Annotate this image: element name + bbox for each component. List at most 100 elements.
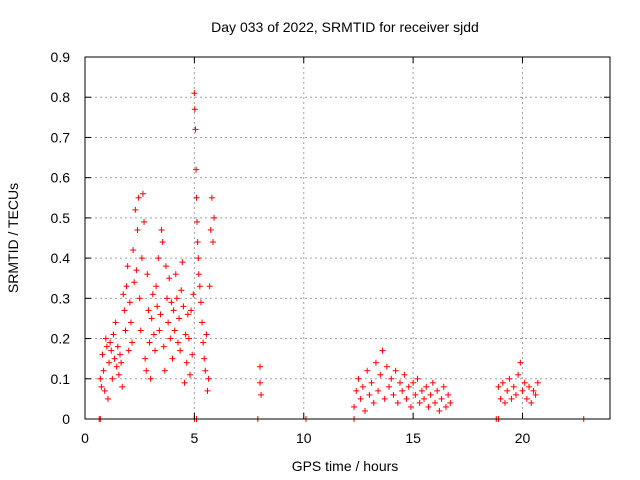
data-point — [109, 375, 116, 382]
data-point — [153, 283, 160, 290]
data-point — [211, 214, 218, 221]
data-point — [427, 391, 434, 398]
data-point — [201, 355, 208, 362]
data-point — [165, 319, 172, 326]
data-point — [351, 403, 358, 410]
data-point — [517, 359, 524, 366]
data-point — [124, 263, 131, 270]
data-point — [442, 403, 449, 410]
data-point — [173, 295, 180, 302]
data-point — [159, 239, 166, 246]
data-point — [206, 283, 213, 290]
data-point — [397, 379, 403, 386]
data-point — [534, 379, 541, 386]
data-point — [166, 275, 173, 282]
data-point — [207, 226, 214, 233]
data-point — [386, 383, 393, 390]
data-point — [375, 387, 382, 394]
data-point — [164, 295, 171, 302]
data-point — [131, 279, 138, 286]
data-point — [179, 259, 186, 266]
grid-lines — [85, 57, 610, 419]
y-tick-label: 0 — [62, 411, 70, 427]
data-point — [191, 90, 198, 97]
data-point — [132, 206, 139, 213]
data-point — [141, 218, 148, 225]
data-point — [194, 218, 200, 225]
data-point — [172, 271, 179, 278]
y-tick-label: 0.5 — [51, 210, 71, 226]
data-point — [113, 363, 120, 370]
data-point — [364, 367, 371, 374]
data-point — [168, 299, 175, 306]
x-tick-label: 5 — [190, 430, 198, 446]
data-point — [129, 339, 136, 346]
data-point — [191, 106, 198, 113]
data-point — [257, 379, 263, 386]
data-point — [103, 343, 110, 350]
data-point — [121, 307, 128, 314]
data-point — [381, 395, 388, 402]
data-point — [162, 263, 169, 270]
x-axis-label: GPS time / hours — [292, 458, 399, 474]
data-point — [530, 387, 537, 394]
data-point — [188, 307, 195, 314]
data-point — [180, 303, 187, 310]
x-tick-label: 15 — [405, 430, 421, 446]
data-point — [169, 355, 176, 362]
data-point — [508, 395, 515, 402]
data-point — [101, 387, 108, 394]
data-point — [167, 335, 174, 342]
data-point — [526, 383, 533, 390]
data-point — [107, 339, 114, 346]
data-point — [125, 347, 132, 354]
data-point — [117, 351, 123, 358]
data-point — [394, 399, 401, 406]
data-point — [257, 363, 263, 370]
data-point — [510, 383, 517, 390]
data-point — [515, 371, 522, 378]
data-point — [429, 379, 436, 386]
data-point — [174, 339, 181, 346]
x-axis-ticks: 0 5 10 15 20 — [81, 57, 530, 446]
y-tick-label: 0.2 — [51, 331, 71, 347]
data-point — [156, 327, 163, 334]
data-point — [523, 395, 530, 402]
y-tick-label: 0.6 — [51, 170, 71, 186]
data-point — [499, 379, 506, 386]
data-point — [98, 383, 105, 390]
data-point — [353, 387, 360, 394]
data-point — [118, 359, 125, 366]
data-point — [383, 363, 390, 370]
data-point — [258, 391, 265, 398]
data-point — [497, 395, 504, 402]
data-point — [195, 255, 202, 262]
data-point — [183, 359, 190, 366]
data-point — [112, 319, 119, 326]
data-point — [145, 307, 152, 314]
data-point — [127, 319, 134, 326]
data-point — [181, 379, 188, 386]
data-point — [447, 399, 454, 406]
data-point — [119, 383, 126, 390]
data-point — [362, 407, 368, 414]
data-point — [521, 379, 528, 386]
data-point — [194, 239, 201, 246]
data-point — [200, 339, 207, 346]
data-point — [355, 375, 362, 382]
data-point — [158, 226, 165, 233]
data-point — [370, 399, 377, 406]
data-point — [133, 267, 140, 274]
data-point — [111, 355, 118, 362]
data-point — [421, 395, 428, 402]
data-point — [401, 371, 408, 378]
data-point — [372, 359, 379, 366]
data-point — [155, 255, 162, 262]
data-point — [423, 383, 430, 390]
data-point — [390, 391, 397, 398]
data-point — [440, 383, 447, 390]
data-point — [506, 375, 513, 382]
data-point — [202, 367, 209, 374]
data-point — [403, 395, 410, 402]
